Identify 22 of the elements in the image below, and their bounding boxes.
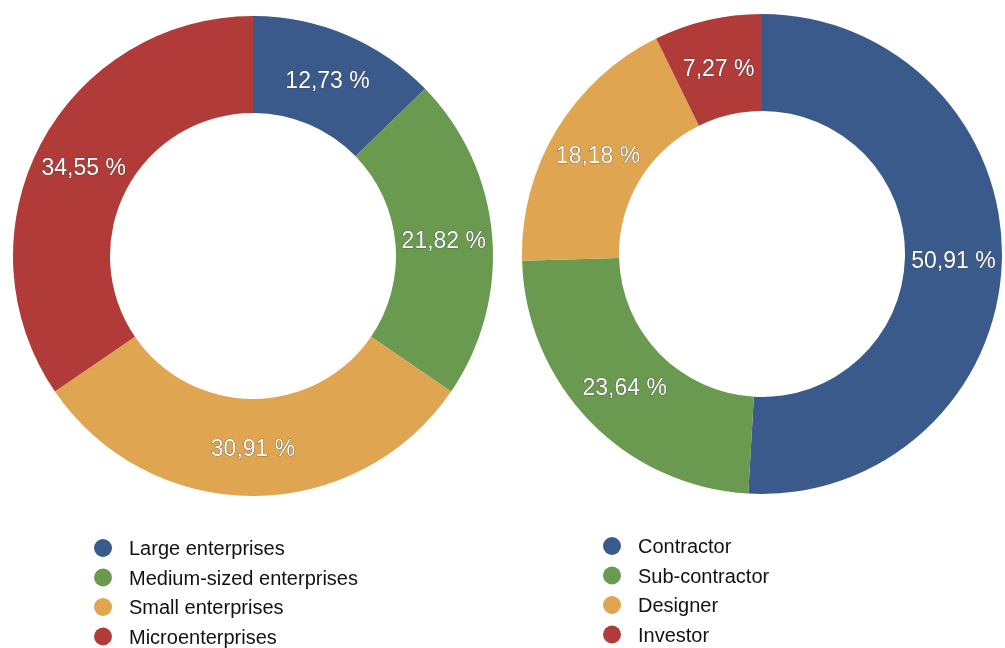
legend-label: Investor <box>638 623 710 646</box>
data-label: 50,91 % <box>911 246 996 273</box>
data-label: 21,82 % <box>401 226 486 253</box>
data-label: 7,27 % <box>682 54 755 81</box>
legend-label: Microenterprises <box>129 625 277 648</box>
legend-label: Medium-sized enterprises <box>129 566 358 589</box>
data-label: 34,55 % <box>41 153 126 180</box>
donut-slice <box>656 14 762 126</box>
donut-slice <box>355 88 493 392</box>
donut-slice <box>522 258 754 494</box>
donut-slice <box>253 16 426 157</box>
legend-label: Small enterprises <box>129 596 284 618</box>
legend-label: Large enterprises <box>129 537 285 559</box>
data-label: 23,64 % <box>582 374 667 401</box>
legend-label: Designer <box>638 594 719 616</box>
legend-label: Sub-contractor <box>638 564 770 587</box>
donut-slice <box>54 336 452 496</box>
data-label: 12,73 % <box>285 66 370 93</box>
data-label: 30,91 % <box>210 434 296 461</box>
donut-slice <box>13 16 253 392</box>
data-label: 18,18 % <box>555 142 641 169</box>
legend-label: Contractor <box>638 535 732 557</box>
